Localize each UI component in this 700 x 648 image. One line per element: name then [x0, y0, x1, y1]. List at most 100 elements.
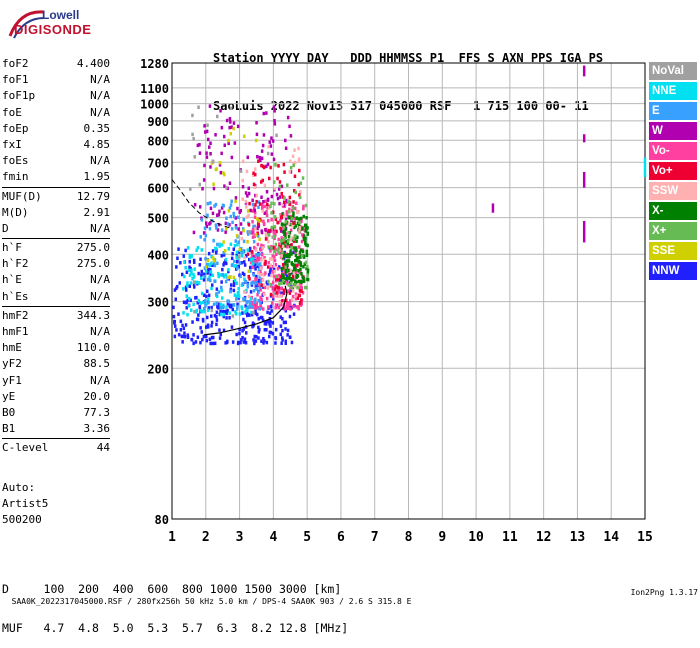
echo-point — [256, 258, 259, 262]
echo-point — [245, 310, 248, 315]
echo-point — [288, 124, 291, 129]
echo-point — [269, 165, 272, 170]
muf-distance-row: D 100 200 400 600 800 1000 1500 3000 [km… — [2, 582, 342, 596]
echo-point — [181, 272, 184, 277]
echo-point — [228, 125, 231, 130]
echo-point — [282, 306, 285, 311]
echo-point — [284, 138, 287, 143]
x-tick-label: 8 — [405, 530, 413, 545]
echo-point — [223, 134, 226, 139]
echo-point — [253, 211, 257, 215]
echo-point — [252, 171, 255, 175]
echo-point — [279, 226, 282, 231]
echo-point — [249, 296, 253, 301]
echo-point — [263, 285, 267, 290]
echo-point — [275, 277, 278, 281]
echo-point — [233, 259, 236, 264]
echo-point — [268, 176, 271, 181]
echo-point — [297, 224, 301, 228]
echo-point — [179, 261, 182, 265]
x-tick-label: 7 — [371, 530, 379, 545]
echo-point — [220, 288, 223, 293]
echo-point — [224, 309, 228, 314]
echo-point — [248, 230, 251, 234]
echo-point — [226, 275, 230, 280]
echo-point — [276, 248, 279, 252]
echo-point — [178, 281, 181, 285]
echo-point — [254, 297, 257, 301]
echo-point — [283, 229, 286, 234]
param-name: foF2 — [2, 57, 29, 70]
echo-point — [271, 332, 275, 336]
echo-point — [186, 312, 189, 317]
echo-point — [272, 286, 275, 290]
echo-point — [237, 240, 240, 244]
echo-point — [251, 220, 254, 224]
echo-point — [217, 302, 221, 306]
echo-point — [274, 303, 278, 307]
echo-point — [224, 273, 227, 277]
echo-point — [277, 282, 281, 286]
echo-point — [193, 310, 196, 314]
echo-point — [229, 287, 233, 292]
echo-point — [217, 290, 221, 294]
footer: SAA0K_2022317045000.RSF / 280fx256h 50 k… — [2, 588, 698, 615]
echo-point — [225, 185, 228, 190]
echo-point — [205, 129, 209, 134]
echo-point — [213, 313, 217, 318]
echo-point — [227, 209, 231, 213]
param-row: h`E N/A — [2, 272, 110, 288]
param-value: 275.0 — [76, 257, 110, 271]
echo-point — [246, 252, 250, 256]
echo-point — [261, 278, 265, 282]
echo-point — [252, 323, 255, 328]
echo-point — [283, 196, 286, 200]
echo-point — [253, 185, 257, 189]
echo-point — [297, 210, 300, 214]
echo-point — [241, 159, 245, 164]
echo-point — [214, 133, 217, 137]
echo-point — [298, 270, 301, 275]
echo-point — [247, 232, 250, 236]
echo-point — [235, 332, 238, 337]
echo-point — [287, 221, 291, 226]
x-tick-label: 10 — [468, 530, 484, 545]
echo-point — [269, 320, 272, 324]
echo-point — [264, 320, 268, 324]
echo-point — [222, 253, 226, 257]
echo-point — [257, 267, 261, 272]
echo-point — [204, 299, 207, 303]
echo-point — [232, 303, 236, 307]
echo-point — [269, 282, 272, 287]
echo-point — [286, 303, 290, 307]
echo-point — [199, 340, 202, 345]
echo-point — [187, 304, 190, 308]
echo-point — [306, 268, 310, 272]
echo-point — [236, 294, 239, 299]
echo-point — [278, 300, 281, 305]
echo-point — [224, 249, 227, 253]
echo-point — [243, 263, 247, 267]
logo-line2: DIGISONDE — [14, 22, 92, 37]
echo-point — [305, 253, 309, 257]
echo-point — [305, 249, 308, 254]
echo-point — [273, 202, 276, 206]
echo-point — [268, 270, 272, 274]
echo-point — [267, 145, 270, 149]
param-name: hmE — [2, 341, 22, 355]
echo-point — [292, 239, 296, 243]
echo-point — [265, 296, 269, 301]
echo-point — [220, 280, 223, 284]
echo-point — [299, 263, 303, 268]
echo-point — [229, 242, 233, 246]
echo-point — [249, 260, 253, 265]
echo-point — [263, 204, 266, 209]
echo-point — [282, 225, 286, 230]
echo-point — [238, 327, 241, 332]
echo-point — [257, 306, 260, 310]
echo-point — [227, 141, 230, 146]
echo-point — [273, 255, 276, 259]
echo-point — [258, 155, 262, 160]
echo-point — [264, 199, 267, 204]
echo-point — [220, 125, 224, 130]
